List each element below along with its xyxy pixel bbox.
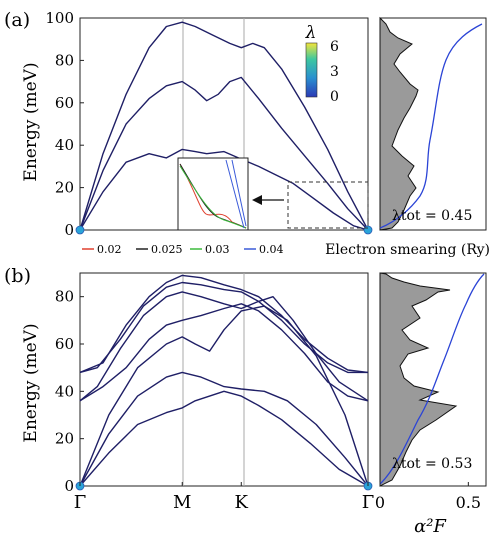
legend-label: 0.03 (205, 243, 230, 256)
xtick-label: Γ (362, 492, 375, 513)
ytick-label: 60 (55, 335, 74, 353)
phonon-branch-1 (79, 148, 369, 231)
ytick-label: 60 (55, 94, 74, 112)
phonon-branch-3 (79, 305, 369, 487)
ytick-label: 0 (64, 221, 74, 239)
inset-frame (177, 157, 249, 231)
inset-curve-002 (179, 163, 247, 229)
panel-a-lambda-text: λtot = 0.45 (392, 208, 472, 224)
panel-b-lambda-text: λtot = 0.53 (392, 456, 472, 472)
legend-label: 0.025 (151, 243, 183, 256)
phonon-branch-2 (79, 371, 369, 487)
colorbar-label: λ (305, 23, 317, 43)
panel-b-a2f-area (379, 272, 458, 487)
gamma-point-marker (363, 225, 373, 235)
legend-label: 0.04 (259, 243, 284, 256)
ytick-label: 80 (55, 288, 74, 306)
phonon-branch-6 (79, 281, 368, 374)
ytick-label: 40 (55, 382, 74, 400)
legend-label: 0.02 (97, 243, 122, 256)
gamma-point-marker (75, 225, 85, 235)
panel-b-lambda-curve (379, 273, 485, 485)
inset-curve-003 (179, 165, 247, 229)
panel-a-a2f-area (379, 16, 419, 231)
panel-a-branches (75, 21, 373, 235)
colorbar: λ 6 3 0 (305, 23, 339, 105)
panel-a-lambda-curve (379, 23, 483, 229)
panel-b-frame (79, 272, 369, 487)
colorbar-tick-3: 3 (330, 64, 339, 80)
panel-b-ylabel: Energy (meV) (21, 323, 41, 442)
ytick-label: 0 (64, 477, 74, 495)
panel-a-ylabel: Energy (meV) (21, 62, 41, 181)
ytick-label: 20 (55, 430, 74, 448)
panel-a-yticks: 0 20 40 60 80 100 (45, 9, 84, 239)
colorbar-gradient (305, 42, 318, 98)
xtick-label: M (173, 492, 191, 513)
xtick-label: K (235, 492, 249, 513)
phonon-branch-3 (79, 21, 369, 231)
inset-caption: Electron smearing (Ry) (325, 242, 490, 258)
phonon-branch-1 (79, 390, 369, 487)
smearing-inset: 0.02 0.025 0.03 0.04 Electron smearing (Ry) (82, 157, 490, 258)
inset-arrow-head (252, 195, 262, 205)
ytick-label: 40 (55, 136, 74, 154)
panel-a-label: (a) (4, 9, 30, 31)
xtick-label: Γ (74, 492, 87, 513)
panel-b-spectrum-xlabel: α²F (414, 516, 447, 537)
panel-b-branches (75, 274, 373, 491)
panel-a-spectrum: λtot = 0.45 (379, 16, 487, 231)
inset-legend: 0.02 0.025 0.03 0.04 (82, 243, 284, 256)
phonon-branch-4 (79, 303, 369, 402)
panel-b-yticks: 0 20 40 60 80 (55, 288, 84, 495)
phonon-branch-7 (79, 274, 369, 374)
panel-b-label: (b) (4, 265, 31, 287)
inset-curve-004 (225, 159, 247, 229)
colorbar-tick-0: 0 (330, 89, 339, 105)
phonon-branch-2 (79, 76, 369, 231)
spectrum-xtick-label: 0 (375, 493, 385, 512)
spectrum-xtick-label: 0.5 (456, 493, 481, 512)
ytick-label: 80 (55, 51, 74, 69)
panel-b: (b) Energy (meV) 0 20 40 60 80 Γ M K Γ λtot = 0… (4, 265, 487, 537)
panel-b-spectrum: λtot = 0.53 0 0.5 α²F (375, 272, 487, 537)
panel-b-spectrum-xticks: 0 0.5 (375, 482, 481, 512)
colorbar-tick-6: 6 (330, 39, 339, 55)
ytick-label: 20 (55, 179, 74, 197)
ytick-label: 100 (45, 9, 74, 27)
